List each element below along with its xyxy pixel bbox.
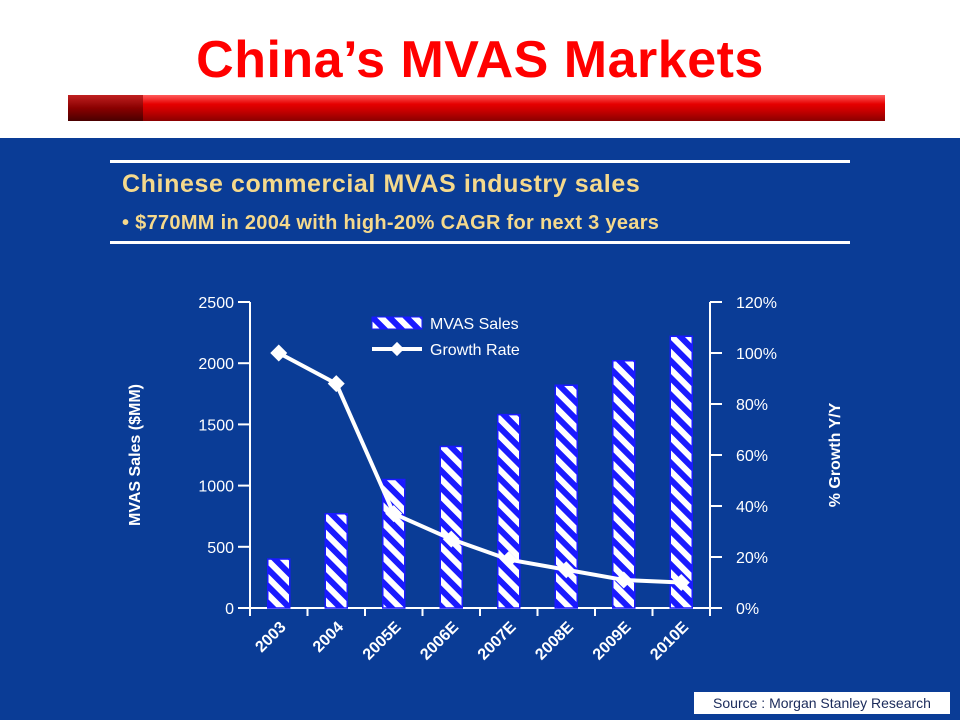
growth-rate-line	[277, 351, 682, 585]
title-underline-shadow	[68, 95, 143, 121]
chart-bullet-point: • $770MM in 2004 with high-20% CAGR for …	[122, 212, 660, 234]
y2-tick-label: 120%	[736, 295, 777, 312]
chart-heading: Chinese commercial MVAS industry sales	[122, 170, 641, 198]
heading-bottom-rule	[110, 241, 850, 244]
legend-label-sales: MVAS Sales	[430, 316, 519, 333]
growth-rate-point	[442, 530, 460, 548]
x-tick-label: 2003	[252, 619, 289, 656]
y2-tick-label: 20%	[736, 550, 768, 567]
title-underline-bar	[68, 95, 885, 121]
x-tick-label: 2006E	[417, 619, 462, 664]
bar-mvas-sales	[267, 558, 291, 609]
bar-mvas-sales	[554, 384, 578, 609]
y-tick-label: 500	[207, 540, 234, 557]
x-tick-label: 2005E	[360, 619, 405, 664]
y2-tick-label: 60%	[736, 448, 768, 465]
y-tick-label: 1500	[198, 417, 234, 434]
y2-tick-label: 100%	[736, 346, 777, 363]
slide-title: China’s MVAS Markets	[196, 31, 764, 89]
x-tick-label: 2004	[310, 619, 347, 656]
y-tick-label: 1000	[198, 479, 234, 496]
legend-label-growth: Growth Rate	[430, 342, 520, 359]
x-tick-label: 2008E	[532, 619, 577, 664]
y2-tick-label: 80%	[736, 397, 768, 414]
y-tick-label: 2000	[198, 356, 234, 373]
x-tick-label: 2009E	[590, 619, 635, 664]
heading-top-rule	[110, 160, 850, 163]
y2-tick-label: 40%	[736, 499, 768, 516]
bar-mvas-sales	[612, 360, 636, 609]
bar-mvas-sales	[439, 445, 463, 609]
y2-axis-title: % Growth Y/Y	[827, 402, 844, 507]
source-note: Source : Morgan Stanley Research	[694, 692, 950, 714]
y-axis-title: MVAS Sales ($MM)	[127, 384, 144, 526]
growth-rate-point	[615, 571, 633, 589]
bar-mvas-sales	[669, 335, 693, 609]
growth-rate-point	[557, 561, 575, 579]
x-tick-label: 2007E	[475, 619, 520, 664]
bar-mvas-sales	[324, 513, 348, 609]
bar-series	[267, 335, 693, 609]
growth-rate-point	[500, 551, 518, 569]
growth-rate-point	[327, 375, 345, 393]
chart-legend: MVAS Sales Growth Rate	[371, 316, 520, 359]
line-series	[270, 344, 690, 591]
y2-tick-label: 0%	[736, 601, 759, 618]
legend-bar-swatch	[371, 316, 423, 330]
chart-panel	[0, 138, 960, 720]
bar-mvas-sales	[497, 413, 521, 609]
growth-rate-point	[270, 344, 288, 362]
legend-diamond-marker	[389, 341, 405, 357]
x-tick-label: 2010E	[647, 619, 692, 664]
y-tick-label: 2500	[198, 295, 234, 312]
y-tick-label: 0	[225, 601, 234, 618]
growth-rate-point	[672, 574, 690, 591]
